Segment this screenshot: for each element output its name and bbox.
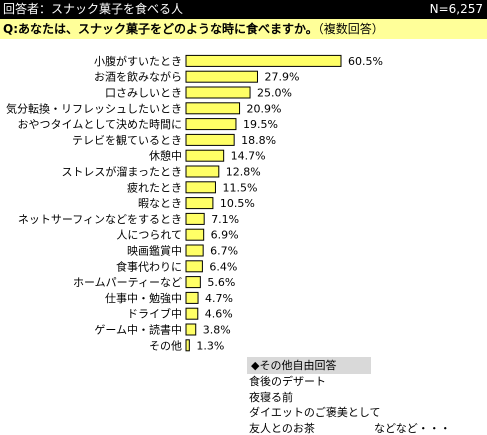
bar: [185, 165, 220, 178]
bar: [185, 133, 235, 146]
respondent-title: 回答者：スナック菓子を食べる人: [3, 2, 184, 16]
category-label: 小腹がすいたとき: [94, 54, 182, 68]
sample-size: N=6,257: [429, 2, 483, 16]
question-note: （複数回答）: [317, 22, 384, 36]
value-label: 14.7%: [231, 150, 266, 163]
category-label: お酒を飲みながら: [94, 70, 182, 84]
bar: [185, 149, 225, 162]
value-label: 27.9%: [264, 71, 299, 84]
bar: [185, 339, 190, 352]
value-label: 5.6%: [207, 276, 235, 289]
bar-chart: 小腹がすいたとき 60.5% お酒を飲みながら 27.9% 口さみしいとき 25.0% 気分…: [6, 54, 383, 352]
value-label: 12.8%: [226, 166, 261, 179]
bar: [185, 102, 241, 115]
bar: [185, 54, 342, 67]
category-label: 暇なとき: [138, 197, 182, 210]
value-label: 3.8%: [203, 324, 231, 337]
free-answer-item: 友人とのお茶: [249, 422, 315, 435]
value-label: 25.0%: [257, 87, 292, 100]
bar: [185, 307, 199, 320]
category-label: おやつタイムとして決めた時間に: [18, 118, 182, 131]
bar: [185, 291, 199, 304]
category-label: 口さみしいとき: [105, 87, 182, 100]
bar: [185, 244, 204, 257]
category-label: 休憩中: [149, 149, 182, 163]
value-label: 19.5%: [243, 118, 278, 131]
bar: [185, 323, 197, 336]
category-label: 仕事中・勉強中: [105, 291, 182, 305]
free-answer-item: ダイエットのご褒美として: [249, 406, 381, 419]
category-label: 人につられて: [116, 229, 182, 242]
bar: [185, 228, 205, 241]
category-label: ドライブ中: [127, 307, 182, 321]
category-label: ホームパーティーなど: [73, 276, 182, 289]
category-label: その他: [149, 339, 182, 352]
category-label: ネットサーフィンなどをするとき: [18, 213, 182, 226]
value-label: 60.5%: [348, 55, 383, 68]
value-label: 6.7%: [210, 245, 238, 258]
bar: [185, 276, 201, 289]
category-label: ストレスが溜まったとき: [61, 165, 182, 179]
value-label: 1.3%: [196, 339, 224, 352]
free-answer-item: 食後のデザート: [249, 375, 326, 388]
bar: [185, 118, 237, 131]
value-label: 10.5%: [220, 197, 255, 210]
header-bar: 回答者：スナック菓子を食べる人 N=6,257: [0, 0, 487, 19]
category-label: 映画鑑賞中: [127, 244, 182, 258]
free-answers-etc: などなど・・・: [374, 422, 451, 435]
category-label: 疲れたとき: [127, 180, 182, 194]
value-label: 18.8%: [241, 134, 276, 147]
value-label: 4.7%: [205, 292, 233, 305]
bar: [185, 212, 205, 225]
value-label: 4.6%: [205, 308, 233, 321]
value-label: 6.9%: [211, 229, 239, 242]
bar: [185, 86, 251, 99]
bar: [185, 197, 214, 210]
category-label: 食事代わりに: [116, 259, 182, 273]
value-label: 6.4%: [209, 260, 237, 273]
question-text: Q:あなたは、スナック菓子をどのような時に食べますか。: [3, 22, 318, 36]
free-answer-item: 夜寝る前: [249, 391, 293, 404]
category-label: 気分転換・リフレッシュしたいとき: [6, 101, 182, 115]
value-label: 7.1%: [211, 213, 239, 226]
category-label: テレビを観ているとき: [72, 133, 182, 147]
free-answers-title: ◆その他自由回答: [247, 357, 371, 374]
question-bar: Q:あなたは、スナック菓子をどのような時に食べますか。（複数回答）: [0, 19, 487, 39]
bar: [185, 181, 216, 194]
value-label: 20.9%: [247, 102, 282, 115]
bar: [185, 260, 203, 273]
value-label: 11.5%: [222, 181, 257, 194]
category-label: ゲーム中・読書中: [94, 323, 182, 337]
bar: [185, 70, 258, 83]
